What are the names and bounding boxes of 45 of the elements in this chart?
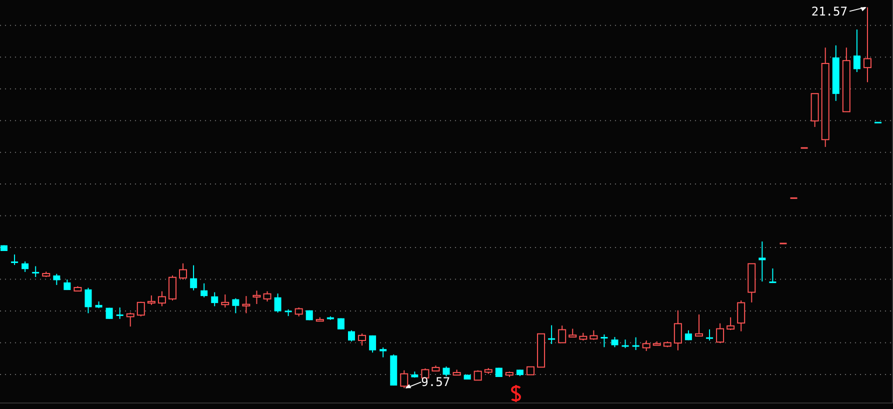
candlestick xyxy=(674,310,682,351)
candlestick xyxy=(758,240,766,282)
candlestick xyxy=(442,366,450,377)
candlestick xyxy=(632,336,640,351)
candlestick xyxy=(737,300,746,332)
candlestick xyxy=(369,334,376,354)
candlestick xyxy=(252,290,261,304)
candlestick xyxy=(548,324,556,344)
candlestick xyxy=(53,273,60,286)
candlestick xyxy=(694,314,703,337)
candlestick xyxy=(716,322,724,344)
candlestick xyxy=(211,292,218,307)
candlestick xyxy=(221,294,230,308)
candlestick xyxy=(32,266,40,278)
candlestick xyxy=(136,301,145,317)
candlestick xyxy=(348,330,355,342)
candlestick xyxy=(232,298,240,314)
candlestick xyxy=(600,334,608,348)
candlestick xyxy=(726,316,735,331)
candlestick xyxy=(769,268,776,284)
candlestick xyxy=(474,370,482,381)
candlestick xyxy=(126,312,134,328)
candlestick xyxy=(642,340,650,352)
candlestick xyxy=(158,290,166,307)
candlestick xyxy=(11,254,18,266)
candlestick xyxy=(706,328,714,341)
candlestick xyxy=(358,333,366,346)
candlestick xyxy=(590,330,598,340)
candlestick xyxy=(84,287,92,314)
candlestick xyxy=(116,306,124,320)
candlestick xyxy=(558,325,566,344)
candlestick xyxy=(147,294,156,306)
annotation: 21.57 xyxy=(811,4,848,18)
candlestick xyxy=(200,282,208,298)
candlestick xyxy=(190,264,198,291)
candlestick xyxy=(274,293,282,314)
candlestick xyxy=(179,262,188,280)
candlestick xyxy=(263,290,272,302)
candlestick xyxy=(168,274,176,302)
candlestick xyxy=(853,29,860,73)
candlestick xyxy=(611,336,618,348)
candlestick xyxy=(242,296,250,314)
candlestick xyxy=(22,260,29,272)
annotation: 9.57 xyxy=(421,375,450,390)
candlestick xyxy=(380,346,387,358)
